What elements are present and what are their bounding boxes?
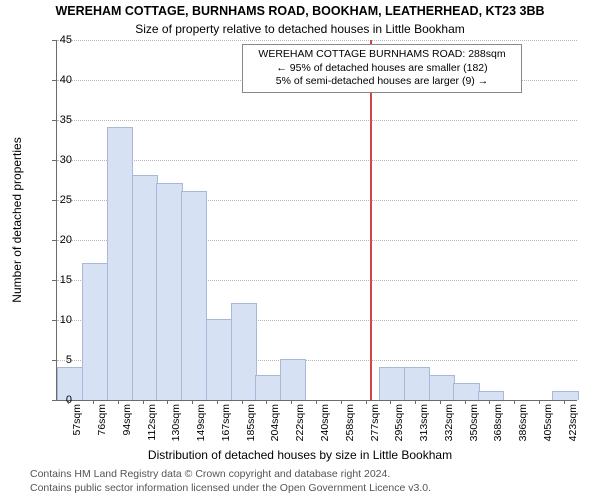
x-tick-mark: [93, 400, 94, 404]
histogram-bar: [132, 175, 158, 400]
x-tick-mark: [415, 400, 416, 404]
x-tick-label: 94sqm: [121, 404, 133, 436]
x-tick-label: 76sqm: [96, 404, 108, 436]
y-tick-label: 35: [32, 114, 72, 126]
histogram-bar: [404, 367, 430, 400]
x-tick-label: 185sqm: [245, 404, 257, 441]
histogram-bar: [206, 319, 232, 400]
x-tick-label: 258sqm: [344, 404, 356, 441]
histogram-bar: [280, 359, 306, 400]
x-tick-label: 405sqm: [542, 404, 554, 441]
x-tick-mark: [217, 400, 218, 404]
footer-line1: Contains HM Land Registry data © Crown c…: [30, 468, 390, 480]
x-tick-mark: [68, 400, 69, 404]
x-tick-label: 368sqm: [492, 404, 504, 441]
x-tick-mark: [366, 400, 367, 404]
x-tick-label: 386sqm: [517, 404, 529, 441]
x-tick-label: 130sqm: [170, 404, 182, 441]
histogram-bar: [552, 391, 578, 400]
x-tick-label: 332sqm: [443, 404, 455, 441]
property-size-histogram: WEREHAM COTTAGE, BURNHAMS ROAD, BOOKHAM,…: [0, 0, 600, 500]
histogram-bar: [156, 183, 182, 400]
histogram-bar: [429, 375, 455, 400]
x-tick-label: 112sqm: [146, 404, 158, 441]
x-tick-mark: [291, 400, 292, 404]
histogram-bar: [107, 127, 133, 400]
footer-line2: Contains public sector information licen…: [30, 482, 431, 494]
x-tick-label: 240sqm: [319, 404, 331, 441]
y-tick-label: 30: [32, 154, 72, 166]
histogram-bar: [231, 303, 257, 400]
plot-area: [56, 40, 577, 401]
y-tick-label: 15: [32, 274, 72, 286]
x-tick-mark: [390, 400, 391, 404]
annotation-line1: WEREHAM COTTAGE BURNHAMS ROAD: 288sqm: [249, 48, 515, 62]
x-tick-mark: [489, 400, 490, 404]
y-tick-label: 25: [32, 194, 72, 206]
histogram-bar: [181, 191, 207, 400]
annotation-line3: 5% of semi-detached houses are larger (9…: [249, 75, 515, 89]
y-axis-label: Number of detached properties: [10, 137, 24, 302]
y-tick-label: 0: [32, 394, 72, 406]
x-tick-mark: [266, 400, 267, 404]
grid-line: [57, 160, 577, 161]
x-tick-mark: [242, 400, 243, 404]
histogram-bar: [379, 367, 405, 400]
chart-title-main: WEREHAM COTTAGE, BURNHAMS ROAD, BOOKHAM,…: [0, 4, 600, 18]
annotation-box: WEREHAM COTTAGE BURNHAMS ROAD: 288sqm ← …: [242, 44, 522, 93]
grid-line: [57, 120, 577, 121]
x-tick-label: 57sqm: [71, 404, 83, 436]
x-tick-mark: [316, 400, 317, 404]
x-tick-label: 204sqm: [269, 404, 281, 441]
x-tick-mark: [539, 400, 540, 404]
x-tick-mark: [192, 400, 193, 404]
histogram-bar: [255, 375, 281, 400]
x-tick-label: 277sqm: [369, 404, 381, 441]
histogram-bar: [453, 383, 479, 400]
histogram-bar: [478, 391, 504, 400]
y-tick-label: 5: [32, 354, 72, 366]
grid-line: [57, 40, 577, 41]
x-tick-label: 350sqm: [468, 404, 480, 441]
x-tick-label: 167sqm: [220, 404, 232, 441]
y-tick-label: 10: [32, 314, 72, 326]
reference-line: [370, 40, 372, 400]
y-tick-label: 20: [32, 234, 72, 246]
y-tick-label: 45: [32, 34, 72, 46]
x-tick-mark: [465, 400, 466, 404]
histogram-bar: [82, 263, 108, 400]
x-tick-label: 295sqm: [393, 404, 405, 441]
x-tick-label: 313sqm: [418, 404, 430, 441]
x-tick-mark: [118, 400, 119, 404]
x-tick-label: 423sqm: [567, 404, 579, 441]
x-tick-mark: [440, 400, 441, 404]
x-tick-mark: [341, 400, 342, 404]
x-axis-label: Distribution of detached houses by size …: [0, 448, 600, 462]
x-tick-mark: [564, 400, 565, 404]
y-tick-label: 40: [32, 74, 72, 86]
x-tick-label: 149sqm: [195, 404, 207, 441]
x-tick-mark: [143, 400, 144, 404]
x-tick-mark: [167, 400, 168, 404]
chart-title-sub: Size of property relative to detached ho…: [0, 22, 600, 36]
annotation-line2: ← 95% of detached houses are smaller (18…: [249, 62, 515, 76]
x-tick-mark: [514, 400, 515, 404]
x-tick-label: 222sqm: [294, 404, 306, 441]
